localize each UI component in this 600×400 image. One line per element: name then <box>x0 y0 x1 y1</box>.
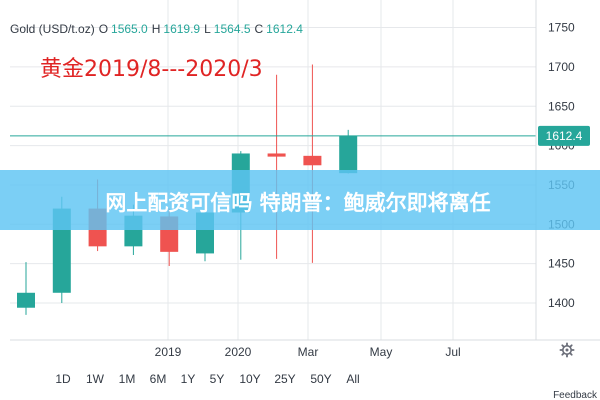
y-tick-label: 1400 <box>548 296 575 310</box>
x-tick-label: 2020 <box>225 345 252 359</box>
feedback-link[interactable]: Feedback <box>553 390 598 400</box>
x-tick-label: 2019 <box>155 345 182 359</box>
banner-text: 网上配资可信吗 特朗普：鲍威尔即将离任 <box>105 191 490 215</box>
x-tick-label: May <box>370 345 393 359</box>
x-tick-label: Mar <box>298 345 319 359</box>
range-button-10y[interactable]: 10Y <box>239 372 260 386</box>
range-button-all[interactable]: All <box>346 372 359 386</box>
symbol-name: Gold (USD/t.oz) <box>10 22 95 36</box>
news-banner[interactable]: 网上配资可信吗 特朗普：鲍威尔即将离任 <box>0 170 600 230</box>
range-button-1d[interactable]: 1D <box>55 372 71 386</box>
range-button-1m[interactable]: 1M <box>119 372 136 386</box>
x-tick-label: Jul <box>445 345 460 359</box>
candle-body-down <box>303 155 322 166</box>
last-price-tag: 1612.4 <box>538 125 590 146</box>
y-tick-label: 1650 <box>548 99 575 113</box>
range-button-5y[interactable]: 5Y <box>210 372 225 386</box>
y-tick-label: 1450 <box>548 257 575 271</box>
time-axis: 2019 2020 Mar May Jul <box>155 345 461 359</box>
range-button-1w[interactable]: 1W <box>86 372 105 386</box>
gear-icon <box>559 342 575 358</box>
svg-text:1612.4: 1612.4 <box>546 129 583 143</box>
range-button-50y[interactable]: 50Y <box>310 372 331 386</box>
candle-body-down <box>267 153 286 157</box>
range-button-25y[interactable]: 25Y <box>274 372 295 386</box>
ohlc-legend: Gold (USD/t.oz) O 1565.0 H 1619.9 L 1564.5 C 161… <box>10 22 303 36</box>
candle-body-up <box>339 135 358 174</box>
candle-body-up <box>17 292 35 308</box>
range-button-1y[interactable]: 1Y <box>181 372 196 386</box>
settings-button[interactable] <box>559 342 575 358</box>
y-tick-label: 1700 <box>548 60 575 74</box>
range-button-6m[interactable]: 6M <box>150 372 167 386</box>
range-selector: 1D 1W 1M 6M 1Y 5Y 10Y 25Y 50Y All <box>55 372 359 386</box>
y-tick-label: 1750 <box>548 21 575 35</box>
chart-annotation: 黄金2019/8---2020/3 <box>40 57 263 82</box>
